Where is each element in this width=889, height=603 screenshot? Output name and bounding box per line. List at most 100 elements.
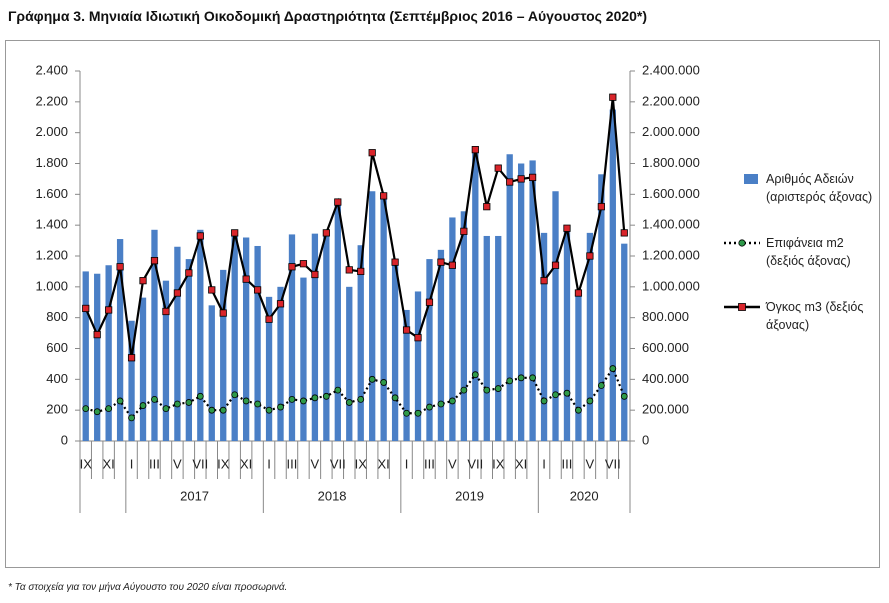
bar — [139, 297, 147, 441]
point — [299, 260, 308, 268]
point — [208, 286, 216, 294]
y-tick-label: 600 — [46, 340, 68, 355]
point — [620, 392, 628, 400]
bar — [414, 291, 422, 441]
point — [82, 405, 90, 413]
legend-label: Όγκος m3 (δεξιός άξονας) — [766, 300, 864, 332]
bar — [460, 211, 468, 441]
chart-frame — [5, 40, 880, 568]
bar — [334, 203, 341, 441]
point — [540, 397, 548, 405]
point — [357, 267, 365, 276]
bar — [552, 191, 559, 441]
x-tick-label: VII — [192, 456, 208, 471]
point — [391, 394, 399, 402]
point — [231, 229, 239, 237]
bar — [128, 320, 135, 441]
chart-title: Γράφημα 3. Μηνιαία Ιδιωτική Οικοδομική Δ… — [8, 8, 648, 24]
y-tick-label: 1.400 — [35, 217, 68, 232]
point — [254, 286, 262, 294]
bar — [575, 296, 582, 441]
y-tick-label: 400 — [46, 371, 68, 386]
bar — [609, 109, 616, 442]
bar — [346, 286, 353, 441]
bar — [472, 151, 479, 441]
point — [402, 326, 411, 334]
legend-label: Επιφάνεια m2 (δεξιός άξονας) — [766, 236, 851, 268]
bar — [311, 233, 319, 441]
bar — [495, 235, 502, 441]
bar — [82, 271, 89, 441]
bar — [116, 239, 124, 441]
bar — [357, 245, 364, 441]
point — [128, 414, 135, 422]
x-tick-label: VII — [605, 456, 621, 471]
point — [460, 227, 468, 235]
bar — [449, 217, 456, 441]
y2-tick-label: 2.400.000 — [642, 62, 700, 77]
point — [494, 385, 502, 392]
y-tick-label: 200 — [46, 402, 68, 417]
point — [219, 309, 227, 317]
point — [517, 374, 525, 382]
bar — [162, 280, 170, 441]
x-tick-label: XI — [102, 456, 114, 471]
y2-tick-label: 1.800.000 — [642, 155, 700, 170]
point — [345, 399, 353, 406]
bar — [300, 277, 307, 441]
y-tick-label: 1.800 — [35, 155, 68, 170]
bar — [94, 273, 101, 441]
point — [93, 408, 101, 416]
point — [93, 331, 101, 339]
bar — [254, 245, 261, 441]
bar — [380, 192, 387, 441]
y-tick-label: 800 — [46, 309, 68, 324]
point — [540, 277, 548, 285]
legend-item: Αριθμός Αδειών (αριστερός άξονας) — [722, 170, 882, 206]
point — [219, 406, 227, 414]
point — [300, 397, 307, 405]
bar — [621, 243, 628, 441]
point — [162, 307, 170, 316]
group-label: 2020 — [570, 488, 599, 503]
bar — [391, 259, 399, 441]
bar — [174, 246, 181, 441]
x-tick-label: III — [424, 456, 435, 471]
point — [529, 374, 537, 382]
footnote: * Τα στοιχεία για τον μήνα Αύγουστο του … — [8, 582, 288, 593]
y-tick-label: 2.200 — [35, 93, 68, 108]
point — [150, 257, 159, 265]
bar — [563, 228, 571, 441]
point — [597, 203, 605, 211]
point — [322, 392, 330, 400]
x-tick-label: XI — [515, 456, 527, 471]
point — [506, 377, 514, 385]
x-tick-label: V — [311, 456, 320, 471]
legend-item: Όγκος m3 (δεξιός άξονας) — [722, 298, 882, 334]
point — [139, 277, 147, 285]
point — [242, 275, 250, 283]
point — [127, 354, 136, 362]
x-tick-label: XI — [240, 456, 252, 471]
point — [357, 395, 365, 403]
point — [483, 203, 491, 211]
point — [105, 306, 113, 314]
x-tick-label: V — [448, 456, 457, 471]
point — [551, 261, 560, 269]
point — [574, 289, 583, 297]
point — [380, 192, 388, 200]
point — [414, 334, 422, 342]
point — [609, 365, 617, 372]
y2-tick-label: 200.000 — [642, 402, 689, 417]
point — [437, 258, 445, 266]
x-tick-label: V — [173, 456, 182, 471]
y2-tick-label: 1.200.000 — [642, 247, 700, 262]
point — [425, 298, 434, 306]
y-tick-label: 0 — [61, 432, 68, 447]
point — [460, 386, 468, 394]
point — [116, 263, 124, 271]
point — [196, 232, 204, 240]
point — [368, 375, 376, 383]
